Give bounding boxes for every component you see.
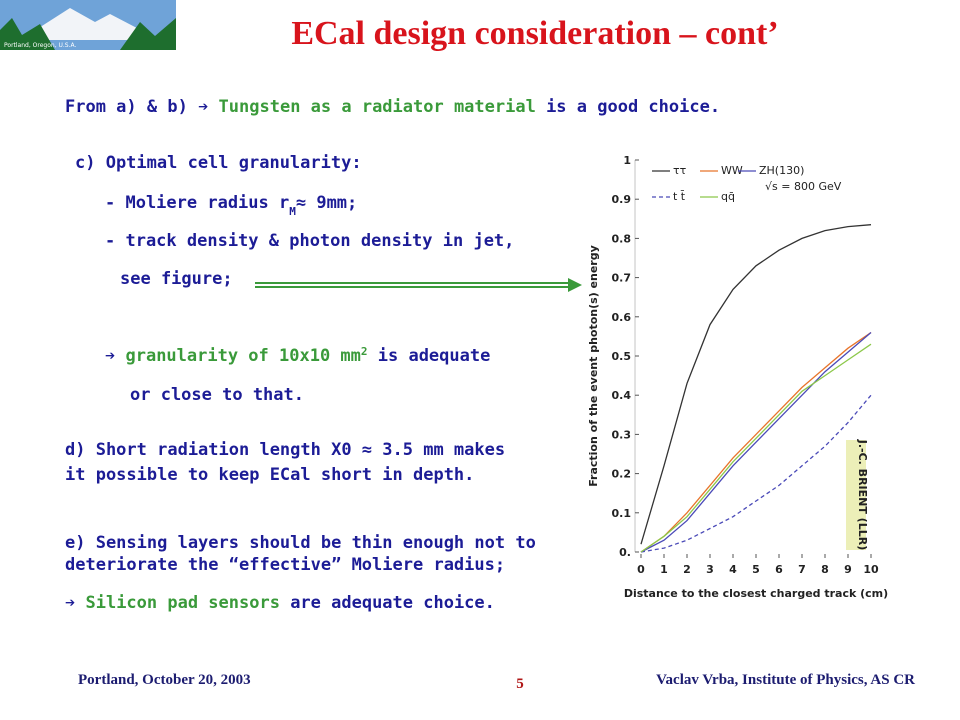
annotation: √s = 800 GeV <box>765 180 842 193</box>
x-tick-label: 7 <box>798 563 806 576</box>
page-number: 5 <box>516 676 524 692</box>
x-tick-label: 9 <box>844 563 852 576</box>
y-tick-label: 0.1 <box>612 507 632 520</box>
legend-label: ττ <box>673 164 687 177</box>
text-segment: see figure; <box>120 269 233 289</box>
x-tick-label: 8 <box>821 563 829 576</box>
text-segment: is adequate <box>368 346 491 366</box>
y-tick-label: 0.8 <box>612 232 632 245</box>
body-line: - Moliere radius rM≈ 9mm; <box>105 193 357 218</box>
body-line: e) Sensing layers should be thin enough … <box>65 533 536 553</box>
x-tick-label: 1 <box>660 563 668 576</box>
y-tick-label: 0.2 <box>612 468 632 481</box>
logo-caption: Portland, Oregon, U.S.A. <box>4 42 77 49</box>
text-segment: is a good choice. <box>536 97 720 117</box>
text-segment: ➔ <box>105 346 125 366</box>
legend-label: qq̄ <box>721 190 735 203</box>
footer-left: Portland, October 20, 2003 <box>78 672 251 688</box>
slide-title: ECal design consideration – cont’ <box>291 15 778 52</box>
logo-trees <box>0 18 55 50</box>
y-axis-label: Fraction of the event photon(s) energy <box>587 245 600 487</box>
text-segment: deteriorate the “effective” Moliere radi… <box>65 555 505 575</box>
text-segment: granularity of 10x10 mm <box>125 346 360 366</box>
x-tick-label: 10 <box>863 563 879 576</box>
logo: Portland, Oregon, U.S.A. <box>0 0 176 50</box>
legend-label: t t̄ <box>673 190 686 203</box>
text-segment: d) Short radiation length X0 ≈ 3.5 mm ma… <box>65 440 505 460</box>
text-segment: Silicon pad sensors <box>85 593 279 613</box>
x-axis-label: Distance to the closest charged track (c… <box>624 587 888 600</box>
credit: J.-C. BRIENT (LLR) <box>856 439 869 550</box>
text-segment: e) Sensing layers should be thin enough … <box>65 533 536 553</box>
y-tick-label: 0. <box>619 546 631 559</box>
series-line <box>640 224 872 545</box>
body-line: d) Short radiation length X0 ≈ 3.5 mm ma… <box>65 440 505 460</box>
y-tick-label: 1 <box>623 154 631 167</box>
text-segment: 2 <box>361 345 368 358</box>
y-tick-label: 0.3 <box>612 428 632 441</box>
text-segment: ➔ <box>65 593 85 613</box>
body-line: see figure; <box>120 269 233 289</box>
legend-label: WW <box>721 164 743 177</box>
figure: 0.0.10.20.30.40.50.60.70.80.910 1 2 3 4 5 6 7 8 9… <box>587 154 888 600</box>
text-segment: it possible to keep ECal short in depth. <box>65 465 474 485</box>
logo-trees <box>120 18 176 50</box>
series-line <box>640 394 872 553</box>
x-tick-label: 2 <box>683 563 691 576</box>
x-tick-label: 3 <box>706 563 714 576</box>
y-tick-label: 0.9 <box>612 193 632 206</box>
text-segment: Tungsten as a radiator material <box>219 97 536 117</box>
body-line: - track density & photon density in jet, <box>105 231 514 251</box>
body-line: ➔ Silicon pad sensors are adequate choic… <box>65 593 495 613</box>
series-line <box>640 332 872 553</box>
body-line: ➔ granularity of 10x10 mm2 is adequate <box>105 345 490 367</box>
credit-box <box>846 440 866 550</box>
x-tick-label: 4 <box>729 563 737 576</box>
pointer-arrowhead <box>568 278 582 292</box>
text-segment: - track density & photon density in jet, <box>105 231 514 251</box>
text-segment: ➔ <box>198 97 218 117</box>
text-segment: or close to that. <box>130 385 304 405</box>
x-tick-label: 6 <box>775 563 783 576</box>
text-segment: are adequate choice. <box>280 593 495 613</box>
series-line <box>640 343 872 553</box>
y-tick-label: 0.6 <box>612 311 632 324</box>
body-line: it possible to keep ECal short in depth. <box>65 465 474 485</box>
body-line: or close to that. <box>130 385 304 405</box>
series-line <box>640 331 872 553</box>
x-tick-label: 5 <box>752 563 760 576</box>
y-tick-label: 0.5 <box>612 350 632 363</box>
text-segment: ≈ 9mm; <box>296 193 357 213</box>
text-segment: - Moliere radius r <box>105 193 289 213</box>
text-segment: c) Optimal cell granularity: <box>75 153 362 173</box>
body-line: From a) & b) ➔ Tungsten as a radiator ma… <box>65 97 720 117</box>
body-line: c) Optimal cell granularity: <box>75 153 362 173</box>
footer-right: Vaclav Vrba, Institute of Physics, AS CR <box>656 672 915 688</box>
y-tick-label: 0.4 <box>612 389 632 402</box>
logo-mountain <box>20 8 160 40</box>
x-tick-label: 0 <box>637 563 645 576</box>
text-segment: M <box>289 205 296 218</box>
y-tick-label: 0.7 <box>612 272 632 285</box>
legend-label: ZH(130) <box>759 164 804 177</box>
text-segment: From a) & b) <box>65 97 198 117</box>
body-line: deteriorate the “effective” Moliere radi… <box>65 555 505 575</box>
